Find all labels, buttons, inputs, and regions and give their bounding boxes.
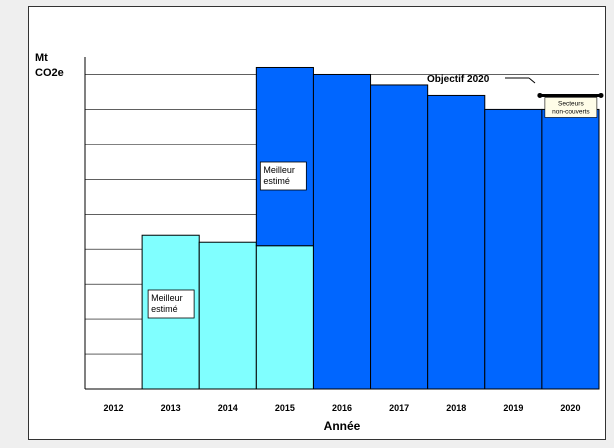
target-2020-label: Objectif 2020 (427, 74, 490, 85)
x-tick-2018: 2018 (446, 403, 466, 413)
chart-frame: 2012 2013 2014 2015 2016 2017 2018 2019 2020 Mt … (28, 6, 606, 440)
x-tick-2017: 2017 (389, 403, 409, 413)
target-line-dot (598, 92, 604, 98)
bar-2018 (427, 94, 486, 390)
x-tick-2013: 2013 (161, 403, 181, 413)
x-axis-label: Année (324, 419, 361, 433)
x-tick-2016: 2016 (332, 403, 352, 413)
bar-2020 (541, 108, 600, 390)
svg-text:Secteurs: Secteurs (558, 100, 584, 107)
bar-2016 (312, 73, 372, 390)
svg-text:Meilleur: Meilleur (263, 165, 295, 175)
bar-2017 (370, 84, 429, 390)
target-line-dot (537, 92, 543, 98)
x-tick-2012: 2012 (104, 403, 124, 413)
y-axis-label-line-1: Mt (35, 52, 48, 64)
bar-chart: 2012 2013 2014 2015 2016 2017 2018 2019 2020 Mt … (35, 52, 604, 433)
target-leader-line (528, 77, 536, 84)
x-tick-2019: 2019 (503, 403, 523, 413)
bar-2019 (484, 108, 543, 390)
y-axis-label-line-2: CO2e (35, 67, 64, 79)
svg-text:estimé: estimé (263, 176, 290, 186)
bar-segment-2015-upper (255, 66, 314, 247)
bar-2014 (198, 241, 257, 390)
x-tick-2014: 2014 (218, 403, 238, 413)
x-tick-labels: 2012 2013 2014 2015 2016 2017 2018 2019 2020 (104, 403, 581, 413)
bars (141, 66, 600, 390)
svg-text:estimé: estimé (151, 304, 178, 314)
x-tick-2020: 2020 (560, 403, 580, 413)
x-tick-2015: 2015 (275, 403, 295, 413)
bar-2015 (255, 245, 314, 390)
svg-text:Meilleur: Meilleur (151, 293, 183, 303)
svg-text:non-couverts: non-couverts (552, 108, 590, 115)
